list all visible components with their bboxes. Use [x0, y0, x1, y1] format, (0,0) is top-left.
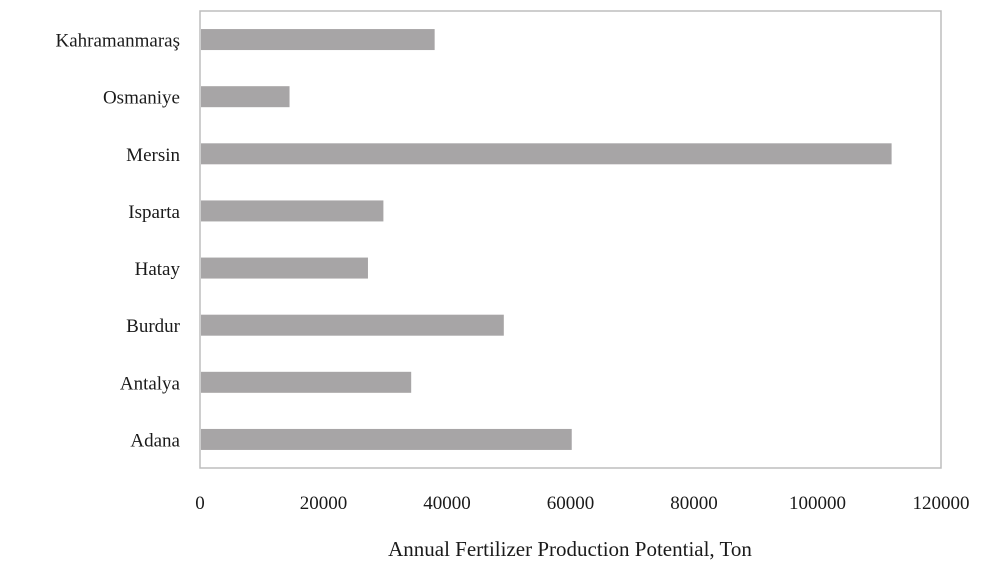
bar-5 — [201, 314, 504, 336]
category-label: Antalya — [120, 373, 181, 394]
x-tick-label: 120000 — [913, 493, 970, 514]
x-tick-label: 0 — [195, 493, 205, 514]
category-label: Isparta — [128, 202, 180, 223]
category-label: Adana — [130, 430, 180, 451]
bar-1 — [201, 86, 290, 108]
bars — [201, 29, 892, 450]
x-axis-title: Annual Fertilizer Production Potential, … — [388, 537, 752, 561]
bar-4 — [201, 257, 368, 279]
x-tick-label: 80000 — [670, 493, 718, 514]
category-label: Mersin — [126, 145, 180, 166]
category-label: Kahramanmaraş — [56, 31, 181, 52]
bar-2 — [201, 143, 892, 165]
bar-6 — [201, 371, 412, 393]
bar-0 — [201, 29, 435, 51]
x-tick-labels: 0 20000 40000 60000 80000 100000 120000 — [195, 493, 969, 514]
bar-7 — [201, 428, 572, 450]
plot-frame — [199, 10, 942, 469]
category-label: Burdur — [126, 316, 181, 337]
category-label: Osmaniye — [103, 88, 180, 109]
category-labels: Kahramanmaraş Osmaniye Mersin Isparta Hatay B… — [56, 31, 181, 452]
bar-3 — [201, 200, 384, 222]
x-tick-label: 100000 — [789, 493, 846, 514]
x-tick-label: 40000 — [423, 493, 471, 514]
category-label: Hatay — [135, 259, 181, 280]
x-tick-label: 20000 — [300, 493, 348, 514]
x-tick-label: 60000 — [547, 493, 595, 514]
